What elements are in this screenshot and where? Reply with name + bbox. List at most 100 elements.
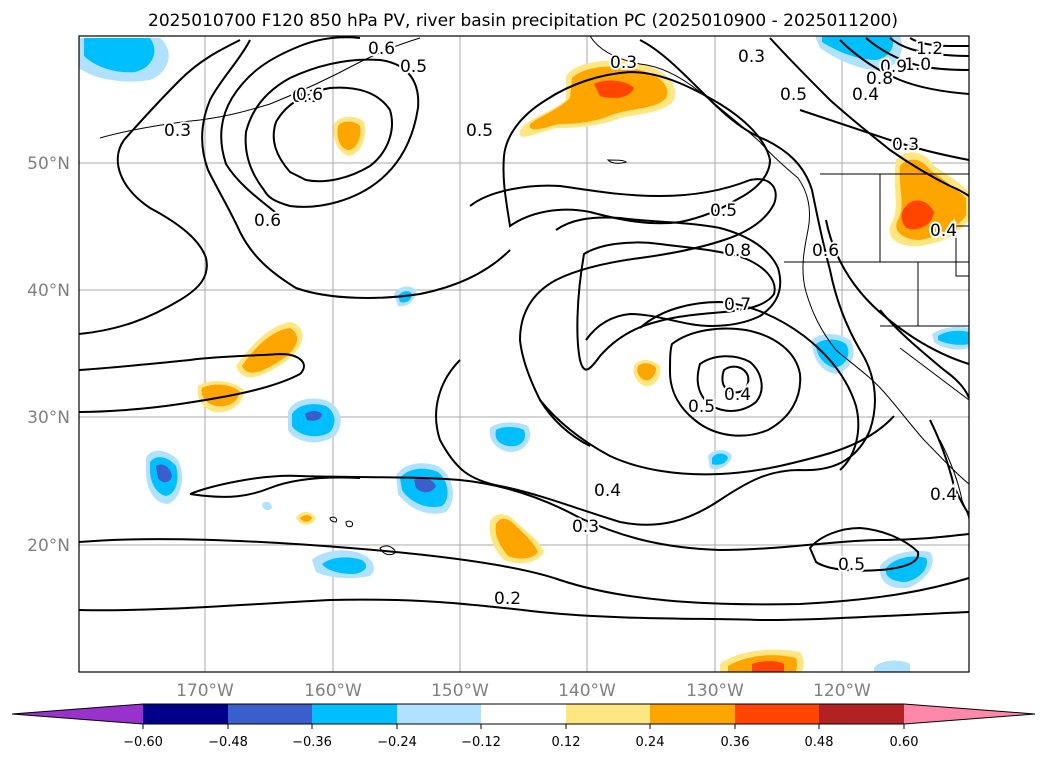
contour-line	[502, 70, 772, 228]
colorbar-segment	[481, 704, 566, 724]
colorbar-segment	[397, 704, 482, 724]
aleutian-islands	[99, 37, 421, 139]
contour-label: 0.2	[494, 589, 521, 609]
hawaiian-island	[345, 520, 353, 528]
colorbar-segment	[143, 704, 228, 724]
lon-tick-label: 160°W	[304, 681, 362, 701]
contour-line	[78, 39, 241, 335]
contour-label: 0.7	[724, 295, 751, 315]
colorbar-tick-label: −0.24	[377, 735, 417, 750]
colorbar-tick-label: 0.60	[890, 735, 919, 750]
contour-label: 0.6	[368, 39, 395, 59]
baja-peninsula-coastline	[939, 439, 970, 521]
contour-label: 0.3	[164, 121, 191, 141]
hawaiian-island	[329, 516, 337, 523]
neg-anomaly-core	[712, 453, 728, 465]
coastlines	[99, 35, 970, 556]
pos-anomaly-strong	[901, 200, 934, 230]
neg-anomaly-core	[84, 38, 155, 73]
contour-line	[539, 399, 895, 476]
colorbar-tick-label: 0.36	[721, 735, 750, 750]
contour-line	[639, 300, 860, 471]
contour-line	[799, 109, 970, 161]
contour-label: 0.5	[688, 397, 715, 417]
contour-line	[825, 219, 970, 365]
contour-label: 0.3	[572, 517, 599, 537]
lon-tick-label: 140°W	[558, 681, 616, 701]
contour-label: 0.4	[852, 85, 879, 105]
contour-line	[839, 39, 970, 95]
contour-line	[220, 36, 361, 217]
contour-label: 0.4	[724, 385, 751, 405]
contour-label: 0.8	[724, 241, 751, 261]
colorbar-tick-label: −0.12	[461, 735, 501, 750]
contour-line	[721, 365, 750, 394]
contour-label: 0.3	[738, 47, 765, 67]
pos-anomaly-core	[529, 66, 668, 130]
contour-label: 0.5	[466, 121, 493, 141]
lon-tick-label: 120°W	[813, 681, 871, 701]
haida-gwaii	[606, 159, 627, 164]
pos-anomaly-strong	[752, 661, 784, 672]
neg-anomaly-core	[495, 427, 526, 447]
contour-line	[244, 58, 420, 208]
neg-anomaly-core	[816, 339, 849, 368]
contour-line	[78, 598, 970, 622]
contour-label: 0.4	[930, 221, 957, 241]
neg-anomaly-region	[874, 660, 910, 672]
colorbar-segment	[735, 704, 820, 724]
colorbar-extend-low	[12, 704, 143, 724]
lat-tick-label: 50°N	[27, 154, 70, 174]
contour-label: 0.3	[610, 53, 637, 73]
neg-anomaly-core	[938, 330, 969, 345]
contour-label: 0.9	[880, 57, 907, 77]
contour-line	[189, 476, 361, 498]
colorbar-extend-high	[904, 704, 1035, 724]
colorbar: −0.60 −0.48 −0.36 −0.24 −0.12 0.12 0.24 …	[11, 703, 1036, 750]
contour-label: 0.3	[892, 135, 919, 155]
lon-tick-labels: 170°W 160°W 150°W 140°W 130°W 120°W	[176, 681, 871, 701]
contour-line	[78, 352, 305, 413]
contour-line	[909, 37, 969, 47]
neg-anomaly-strong	[305, 411, 322, 421]
precip-shading	[79, 36, 969, 672]
contour-line	[272, 86, 393, 183]
neg-anomaly-strong	[156, 464, 172, 483]
neg-anomaly-region	[262, 501, 272, 511]
contour-line	[808, 526, 920, 572]
lat-tick-labels: 50°N 40°N 30°N 20°N	[27, 154, 70, 556]
colorbar-tick-label: −0.36	[292, 735, 332, 750]
contour-label: 0.6	[296, 85, 323, 105]
colorbar-segment	[650, 704, 735, 724]
contour-label: 0.5	[710, 201, 737, 221]
contour-line	[696, 355, 763, 412]
contour-label: 0.4	[594, 481, 621, 501]
colorbar-tick-label: −0.60	[123, 735, 163, 750]
contour-label: 0.3	[292, 87, 319, 107]
contour-label: 0.5	[838, 555, 865, 575]
contour-line	[469, 178, 777, 447]
contour-line	[865, 37, 970, 71]
colorbar-segment	[819, 704, 904, 724]
map-plot-area: 0.6 0.5 0.3 0.5 0.3 0.3 0.5 0.6 0.6 0.5 …	[78, 35, 970, 672]
contour-line	[78, 538, 970, 606]
contour-line	[889, 37, 970, 57]
contour-label: 1.0	[904, 55, 931, 75]
colorbar-tick-label: 0.48	[805, 735, 834, 750]
contour-label: 0.5	[780, 85, 807, 105]
pos-anomaly-core	[300, 515, 312, 522]
contour-label: 1.2	[916, 39, 943, 59]
contour-label: 0.6	[812, 241, 839, 261]
neg-anomaly-core	[322, 557, 367, 574]
pos-anomaly-core	[337, 121, 361, 150]
contour-line	[668, 327, 802, 437]
colorbar-segment	[566, 704, 651, 724]
contour-line	[201, 39, 511, 299]
map-title: 2025010700 F120 850 hPa PV, river basin …	[148, 11, 898, 31]
colorbar-segment	[312, 704, 397, 724]
contour-line	[879, 309, 970, 399]
contour-label: 0.4	[930, 485, 957, 505]
lon-tick-label: 130°W	[686, 681, 744, 701]
pos-anomaly-core	[495, 518, 538, 559]
